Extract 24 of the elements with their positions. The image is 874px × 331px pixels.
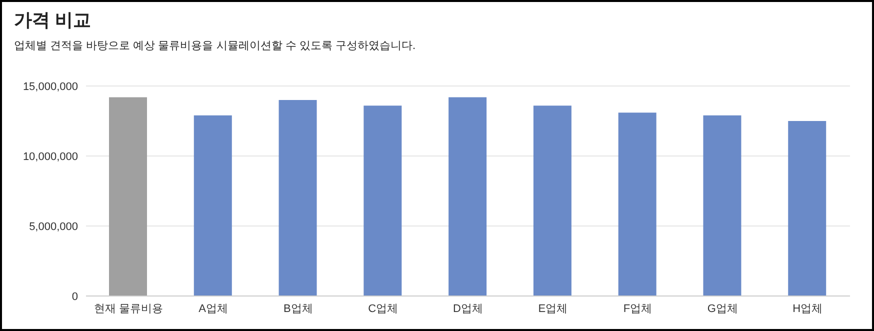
bar bbox=[278, 100, 317, 296]
x-tick-label: E업체 bbox=[538, 302, 568, 315]
bar bbox=[364, 106, 402, 296]
bar bbox=[618, 112, 656, 296]
x-tick-label: C업체 bbox=[368, 302, 398, 315]
y-tick-label: 10,000,000 bbox=[22, 150, 78, 163]
x-tick-label: D업체 bbox=[453, 302, 483, 315]
chart-title: 가격 비교 bbox=[14, 9, 92, 32]
chart-subtitle: 업체별 견적을 바탕으로 예상 물류비용을 시뮬레이션할 수 있도록 구성하였습니다. bbox=[14, 39, 416, 53]
y-tick-label: 5,000,000 bbox=[29, 220, 78, 233]
bar bbox=[703, 115, 742, 296]
x-tick-label: A업체 bbox=[198, 302, 228, 315]
x-tick-label: G업체 bbox=[707, 302, 738, 315]
bar bbox=[448, 97, 487, 296]
x-tick-label: F업체 bbox=[623, 302, 652, 315]
y-tick-label: 0 bbox=[72, 290, 78, 303]
y-tick-label: 15,000,000 bbox=[22, 80, 78, 93]
bar bbox=[194, 115, 232, 296]
bar bbox=[109, 97, 147, 296]
bar bbox=[788, 121, 826, 296]
x-tick-label: 현재 물류비용 bbox=[94, 302, 163, 315]
x-tick-label: H업체 bbox=[792, 302, 823, 315]
x-tick-label: B업체 bbox=[284, 302, 313, 315]
bar bbox=[533, 106, 572, 296]
